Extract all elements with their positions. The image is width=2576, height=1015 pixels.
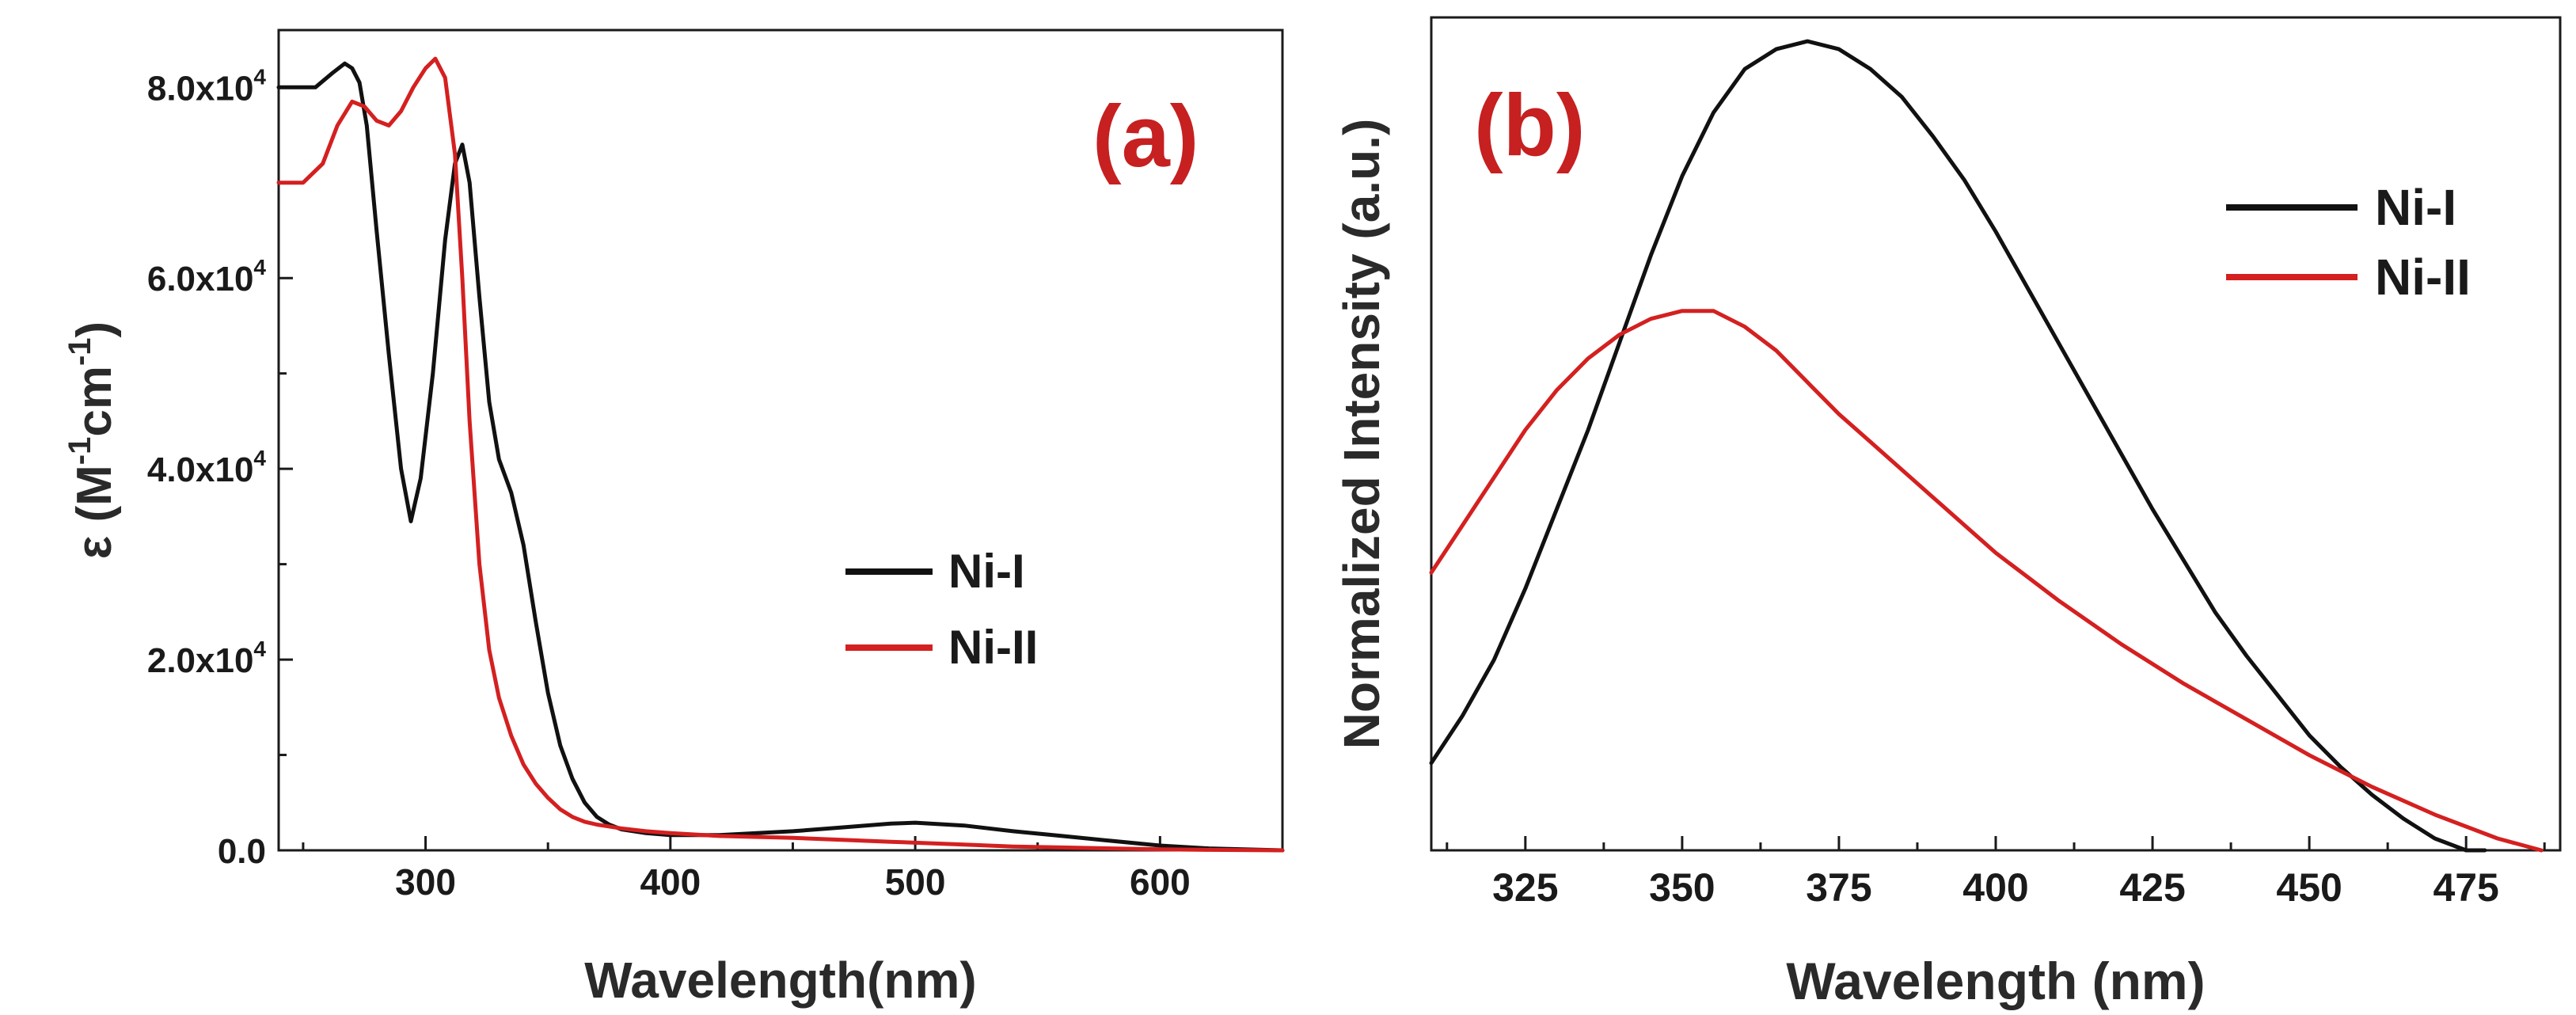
panel-b-series-line-ni-ii	[1429, 309, 2544, 853]
panel-b-label: (b)	[1474, 77, 1585, 174]
panel-a-y-tick-exponent: 4	[253, 637, 266, 661]
panel-a-x-tick-labels: 300 400 500 600	[395, 861, 1191, 903]
panel-a-y-tick-base: 0.0	[218, 832, 266, 871]
panel-a-y-axis-title-end: )	[67, 321, 122, 338]
panel-a-legend-label-ni-ii: Ni-II	[948, 621, 1038, 674]
panel-a-y-axis-title-sup1: -1	[63, 437, 97, 466]
panel-a-y-tick-label: 8.0x104	[147, 64, 267, 108]
panel-b-x-tick-label: 475	[2433, 865, 2498, 910]
panel-a-y-tick-label: 6.0x104	[147, 255, 267, 298]
panel-a-y-tick-exponent: 4	[253, 64, 266, 89]
panel-b-emission-chart: 325 350 375 400 425 450 475 (b) Wavelength (nm…	[1333, 16, 2562, 1010]
panel-b-x-tick-label: 425	[2119, 865, 2185, 910]
panel-a-ticks	[279, 86, 1284, 852]
panel-a-series-line-ni-ii	[276, 56, 1285, 853]
panel-a-absorption-chart: 300 400 500 600 0.02.0x1044.0x1046.0x1048.0…	[63, 29, 1285, 1009]
panel-a-x-tick-label: 400	[640, 861, 701, 903]
panel-a-y-tick-base: 6.0x10	[147, 260, 254, 298]
panel-a-y-tick-label: 2.0x104	[147, 637, 267, 680]
panel-a-legend: Ni-I Ni-II	[845, 545, 1038, 674]
panel-a-y-tick-label: 0.0	[218, 832, 266, 871]
panel-b-y-axis-title: Normalized Intensity (a.u.)	[1333, 119, 1390, 750]
panel-a-y-tick-base: 2.0x10	[147, 641, 254, 680]
panel-a-y-tick-base: 4.0x10	[147, 450, 254, 489]
panel-b-x-tick-label: 400	[1962, 865, 2028, 910]
panel-a-x-tick-label: 600	[1130, 861, 1191, 903]
panel-a-series	[276, 56, 1285, 853]
panel-b-series	[1429, 39, 2544, 853]
panel-b-x-axis-title: Wavelength (nm)	[1786, 952, 2205, 1010]
panel-a-legend-label-ni-i: Ni-I	[948, 545, 1025, 598]
panel-a-y-axis-title: ε (M-1cm-1)	[63, 321, 122, 559]
panel-b-series-line-ni-i	[1429, 39, 2487, 853]
panel-a-label: (a)	[1092, 88, 1199, 185]
panel-a-y-tick-exponent: 4	[253, 255, 266, 279]
panel-a-x-tick-label: 500	[885, 861, 946, 903]
panel-a-y-tick-exponent: 4	[253, 446, 266, 470]
panel-a-series-line-ni-i	[276, 61, 1285, 853]
panel-a-plot-frame	[277, 29, 1284, 852]
panel-a-x-axis-title: Wavelength(nm)	[584, 952, 976, 1009]
panel-a-y-tick-label: 4.0x104	[147, 446, 267, 489]
panel-b-x-tick-label: 375	[1806, 865, 1871, 910]
panel-a-y-axis-title-mid: cm	[67, 366, 122, 437]
panel-b-legend-label-ni-i: Ni-I	[2375, 179, 2456, 236]
panel-a-y-tick-base: 8.0x10	[147, 69, 254, 108]
panel-b-x-tick-label: 450	[2276, 865, 2342, 910]
panel-b-legend-label-ni-ii: Ni-II	[2375, 249, 2471, 306]
panel-b-x-tick-label: 325	[1492, 865, 1558, 910]
panel-b-x-tick-labels: 325 350 375 400 425 450 475	[1492, 865, 2499, 910]
panel-b-legend: Ni-I Ni-II	[2226, 179, 2471, 306]
panel-a-y-axis-title-main: ε (M	[67, 465, 122, 559]
panel-a-y-axis-title-sup2: -1	[63, 337, 97, 366]
panel-b-x-tick-label: 350	[1649, 865, 1715, 910]
panel-a-x-tick-label: 300	[395, 861, 456, 903]
panel-b-ticks	[1446, 836, 2546, 850]
panel-b-plot-frame	[1430, 16, 2562, 852]
